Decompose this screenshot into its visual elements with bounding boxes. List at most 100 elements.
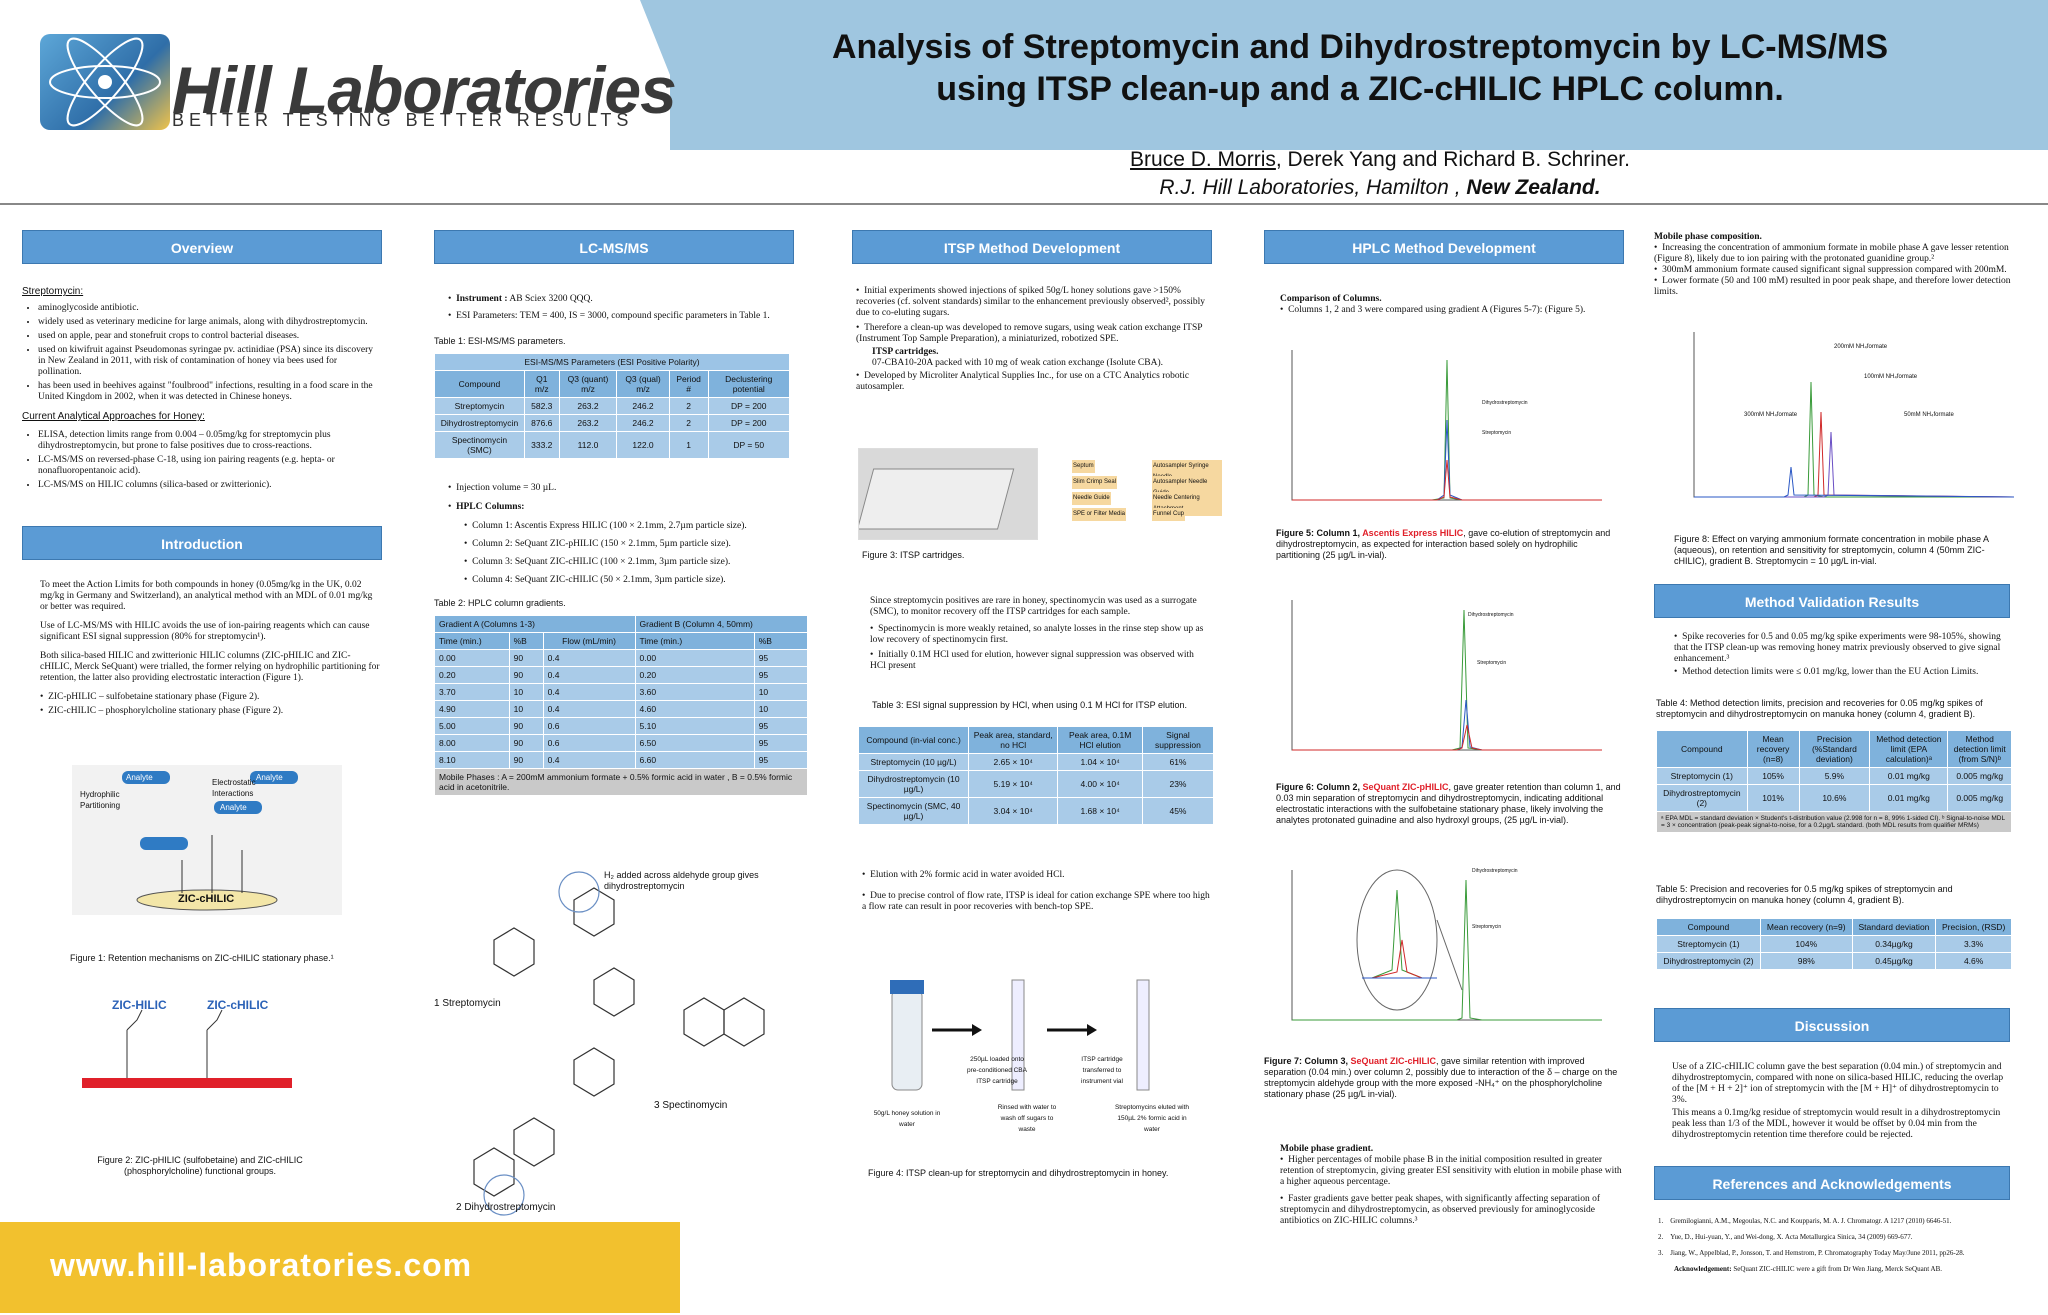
figure-1-diagram: Analyte Hydrophilic Partitioning Electro… xyxy=(72,765,342,915)
table-row: Streptomycin (10 µg/L) 2.65 × 10⁴ 1.04 × 1… xyxy=(857,753,1215,771)
fig3-label: Slim Crimp Seal xyxy=(1072,476,1118,489)
header-blue-band xyxy=(670,0,2048,150)
table-row: 4.90 10 0.4 4.60 10 xyxy=(434,700,809,718)
list-item: • Spike recoveries for 0.5 and 0.05 mg/k… xyxy=(1674,632,2001,664)
gradient-b-header: Gradient B (Column 4, 50mm) xyxy=(634,615,808,633)
table-row: Dihydrostreptomycin (10 µg/L) 5.19 × 10⁴ 4… xyxy=(857,770,1215,798)
hplc-comparison: Comparison of Columns. • Columns 1, 2 an… xyxy=(1280,294,1624,316)
discussion-paragraph: Use of a ZIC-cHILIC column gave the best… xyxy=(1672,1062,2004,1105)
fig2-label: ZIC-HILIC xyxy=(112,998,167,1012)
header-divider xyxy=(0,203,2048,205)
table-2-caption: Table 2: HPLC column gradients. xyxy=(434,598,566,608)
lcms-body: • Instrument : AB Sciex 3200 QQQ. • ESI … xyxy=(448,294,794,322)
list-item: • Initial experiments showed injections … xyxy=(856,286,1205,318)
fig4-label: 250µL loaded onto pre-conditioned CBA IT… xyxy=(967,1056,1027,1085)
smc-paragraph: Since streptomycin positives are rare in… xyxy=(870,596,1197,617)
title-line-1: Analysis of Streptomycin and Dihydrostre… xyxy=(831,28,1889,66)
list-item: • Elution with 2% formic acid in water a… xyxy=(862,870,1065,880)
list-item: • Therefore a clean-up was developed to … xyxy=(856,323,1203,344)
fig4-label: ITSP cartridge transferred to instrument… xyxy=(1081,1056,1123,1085)
table-2: Gradient A (Columns 1-3) Gradient B (Colu… xyxy=(434,615,809,796)
validation-body: • Spike recoveries for 0.5 and 0.05 mg/k… xyxy=(1674,632,2014,678)
references-heading: References and Acknowledgements xyxy=(1654,1166,2010,1200)
logo-title: Hill Laboratories xyxy=(172,53,677,127)
table-header: Declustering potential xyxy=(707,370,791,398)
peak-label: Streptomycin xyxy=(1482,430,1512,436)
overview-subheading-2: Current Analytical Approaches for Honey: xyxy=(22,411,205,422)
reference-item: 3. Jiang, W., Appelblad, P., Jonsson, T.… xyxy=(1658,1249,1965,1257)
website-link[interactable]: www.hill-laboratories.com xyxy=(50,1247,473,1283)
table-header: Method detection limit (EPA calculation)… xyxy=(1869,730,1949,768)
fig8-label: 200mM NH₄formate xyxy=(1834,344,1888,350)
table-1-caption: Table 1: ESI-MS/MS parameters. xyxy=(434,336,566,346)
figure-8-chromatogram: 200mM NH₄formate 100mM NH₄formate 300mM … xyxy=(1674,322,2024,512)
figure-7-caption: Figure 7: Column 3, SeQuant ZIC-cHILIC, … xyxy=(1264,1056,1618,1099)
fig1-label: Analyte xyxy=(126,773,153,782)
introduction-heading: Introduction xyxy=(22,526,382,560)
table-row: Spectinomycin (SMC) 333.2 112.0 122.0 1 DP = … xyxy=(434,431,791,459)
table-header: Mean recovery (n=8) xyxy=(1746,730,1800,768)
table-row: Dihydrostreptomycin (2) 98% 0.45µg/kg 4.6% xyxy=(1656,952,2012,970)
injection-line: • Injection volume = 30 µL. xyxy=(448,483,557,493)
list-item: LC-MS/MS on reversed-phase C-18, using i… xyxy=(38,455,382,477)
intro-paragraph: To meet the Action Limits for both compo… xyxy=(40,580,373,612)
reference-item: 2. Yue, D., Hui-yuan, Y., and Wei-dong, … xyxy=(1658,1233,1913,1241)
figure-5-caption: Figure 5: Column 1, Ascentis Express HIL… xyxy=(1276,528,1611,560)
gradient-label: Mobile phase gradient. xyxy=(1280,1144,1374,1154)
list-item: • Spectinomycin is more weakly retained,… xyxy=(870,624,1204,645)
list-item: • ZIC-pHILIC – sulfobetaine stationary p… xyxy=(40,692,260,702)
affiliation: R.J. Hill Laboratories, Hamilton , xyxy=(1159,176,1467,199)
fig3-label: Needle Guide xyxy=(1072,492,1111,505)
validation-heading: Method Validation Results xyxy=(1654,584,2010,618)
overview-list-1: aminoglycoside antibiotic. widely used a… xyxy=(38,303,382,403)
orbit-icon xyxy=(49,37,161,127)
table-1: ESI-MS/MS Parameters (ESI Positive Polar… xyxy=(434,353,791,459)
h2-note: H₂ added across aldehyde group gives dih… xyxy=(604,870,759,891)
fig8-label: 100mM NH₄formate xyxy=(1864,374,1918,380)
table-5: Compound Mean recovery (n=9) Standard devi… xyxy=(1656,918,2012,970)
figure-1-caption: Figure 1: Retention mechanisms on ZIC-cH… xyxy=(70,953,334,963)
list-item: • Column 4: SeQuant ZIC-cHILIC (50 × 2.1… xyxy=(464,575,726,585)
hplc-columns: • Injection volume = 30 µL. • HPLC Colum… xyxy=(448,483,794,586)
list-item: • 300mM ammonium formate caused signific… xyxy=(1654,265,2007,275)
figure-2-diagram: ZIC-HILIC ZIC-cHILIC xyxy=(82,998,302,1090)
comparison-label: Comparison of Columns. xyxy=(1280,294,1382,304)
hplc-heading: HPLC Method Development xyxy=(1264,230,1624,264)
table-5-caption: Table 5: Precision and recoveries for 0.… xyxy=(1656,884,1953,905)
peak-label: Dihydrostreptomycin xyxy=(1482,400,1528,406)
logo-tagline: BETTER TESTING BETTER RESULTS xyxy=(172,110,634,130)
cartridge-diagram: Septum Slim Crimp Seal Needle Guide SPE … xyxy=(1072,460,1222,530)
list-item: • ZIC-cHILIC – phosphorylcholine station… xyxy=(40,706,284,716)
figure-6-chromatogram: Dihydrostreptomycin Streptomycin xyxy=(1272,590,1612,770)
main-author: Bruce D. Morris xyxy=(1130,148,1276,171)
fig4-label: Rinsed with water to wash off sugars to … xyxy=(997,1104,1057,1133)
affiliation-country: New Zealand. xyxy=(1466,176,1601,199)
fig1-label: Analyte xyxy=(220,803,247,812)
table-header: Signal suppression xyxy=(1141,726,1215,754)
itsp-cartridges-photo xyxy=(856,448,1038,540)
table-header: Q1 m/z xyxy=(523,370,560,398)
table-row: 0.00 90 0.4 0.00 95 xyxy=(434,649,809,667)
list-item: • Due to precise control of flow rate, I… xyxy=(862,891,1210,912)
table-4-caption: Table 4: Method detection limits, precis… xyxy=(1656,698,1983,719)
table-header: Q3 (quant) m/z xyxy=(558,370,618,398)
table-header: %B xyxy=(753,632,809,650)
peak-label: Streptomycin xyxy=(1477,660,1507,666)
references-body: 1. Gremilogianni, A.M., Megoulas, N.C. a… xyxy=(1658,1217,2018,1274)
table-4: Compound Mean recovery (n=8) Precision (%S… xyxy=(1656,730,2012,833)
gradient-a-header: Gradient A (Columns 1-3) xyxy=(434,615,636,633)
fig3-label: Funnel Cup xyxy=(1152,508,1186,521)
overview-heading: Overview xyxy=(22,230,382,264)
composition-label: Mobile phase composition. xyxy=(1654,232,1762,242)
fig3-label: SPE or Filter Media xyxy=(1072,508,1127,521)
overview-subheading-1: Streptomycin: xyxy=(22,286,84,297)
poster-title: Analysis of Streptomycin and Dihydrostre… xyxy=(760,26,1960,110)
list-item: LC-MS/MS on HILIC columns (silica-based … xyxy=(38,480,382,491)
table-header: Q3 (qual) m/z xyxy=(616,370,670,398)
structure-3-label: 3 Spectinomycin xyxy=(654,1100,728,1111)
table-row: 3.70 10 0.4 3.60 10 xyxy=(434,683,809,701)
footer-band xyxy=(0,1222,680,1313)
table-3-caption: Table 3: ESI signal suppression by HCl, … xyxy=(872,700,1187,710)
authors: Bruce D. Morris, Derek Yang and Richard … xyxy=(1000,146,1760,202)
figure-3-caption: Figure 3: ITSP cartridges. xyxy=(862,550,965,560)
